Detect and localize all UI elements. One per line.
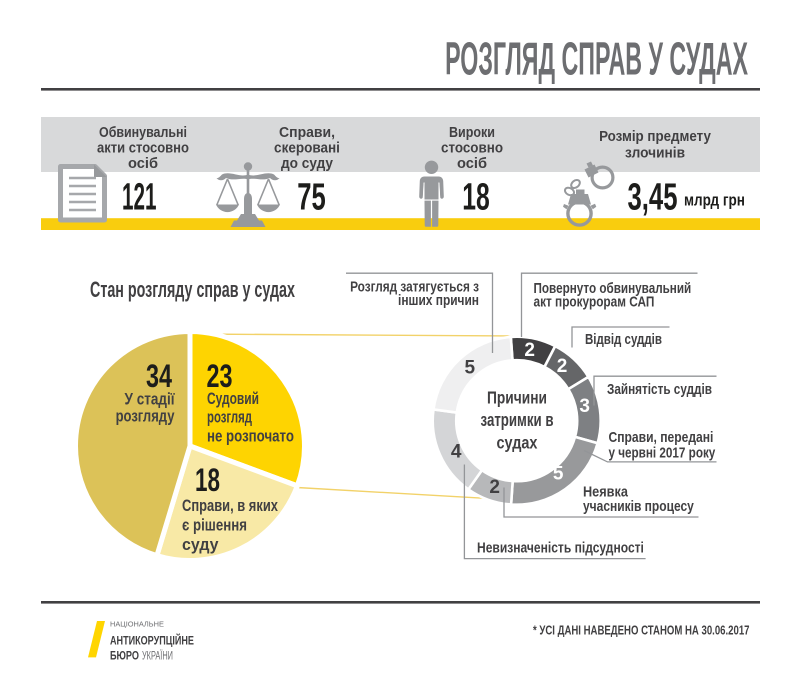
svg-text:акти стосовно: акти стосовно bbox=[97, 139, 189, 156]
svg-text:акт прокурорам САП: акт прокурорам САП bbox=[534, 293, 655, 309]
svg-text:є рішення: є рішення bbox=[182, 516, 247, 535]
svg-text:34: 34 bbox=[146, 358, 172, 393]
svg-text:5: 5 bbox=[465, 358, 476, 379]
svg-text:скеровані: скеровані bbox=[274, 140, 340, 157]
svg-text:Судовий: Судовий bbox=[207, 390, 259, 409]
svg-text:млрд грн: млрд грн bbox=[684, 191, 745, 210]
svg-text:Зайнятість суддів: Зайнятість суддів bbox=[607, 381, 712, 397]
svg-text:інших причин: інших причин bbox=[398, 292, 479, 308]
svg-text:Невизначеність підсудності: Невизначеність підсудності bbox=[477, 539, 644, 555]
svg-text:осіб: осіб bbox=[128, 156, 158, 172]
svg-text:у червні 2017 року: у червні 2017 року bbox=[609, 444, 716, 461]
svg-text:Розмір предмету: Розмір предмету bbox=[599, 128, 711, 145]
svg-text:Неявка: Неявка bbox=[583, 484, 628, 500]
svg-text:Справи, в яких: Справи, в яких bbox=[182, 496, 278, 515]
svg-text:121: 121 bbox=[122, 176, 156, 218]
svg-text:Стан розгляду справ у судах: Стан розгляду справ у судах bbox=[90, 277, 295, 302]
svg-text:розгляду: розгляду bbox=[116, 407, 175, 426]
svg-text:РОЗГЛЯД СПРАВ У СУДАХ: РОЗГЛЯД СПРАВ У СУДАХ bbox=[445, 33, 748, 85]
svg-text:Справи, передані: Справи, передані bbox=[609, 429, 714, 445]
svg-text:2: 2 bbox=[524, 340, 535, 361]
svg-text:судах: судах bbox=[497, 433, 538, 453]
svg-text:Справи,: Справи, bbox=[279, 125, 335, 142]
svg-text:не розпочато: не розпочато bbox=[207, 427, 294, 446]
svg-text:суду: суду bbox=[182, 536, 219, 555]
svg-text:АНТИКОРУПЦІЙНЕ: АНТИКОРУПЦІЙНЕ bbox=[110, 633, 194, 648]
svg-text:осіб: осіб bbox=[457, 156, 487, 172]
svg-text:злочинів: злочинів bbox=[625, 145, 685, 162]
svg-text:4: 4 bbox=[451, 442, 462, 463]
svg-text:Обвинувальні: Обвинувальні bbox=[99, 124, 187, 140]
svg-text:розгляд: розгляд bbox=[207, 408, 252, 427]
svg-text:3,45: 3,45 bbox=[628, 176, 678, 218]
svg-text:У стадії: У стадії bbox=[125, 390, 176, 409]
svg-text:стосовно: стосовно bbox=[441, 140, 503, 157]
svg-text:Розгляд затягується з: Розгляд затягується з bbox=[350, 278, 479, 294]
svg-text:18: 18 bbox=[462, 175, 489, 218]
svg-text:Повернуто обвинувальний: Повернуто обвинувальний bbox=[534, 280, 692, 297]
svg-text:18: 18 bbox=[195, 462, 220, 498]
svg-text:НАЦІОНАЛЬНЕ: НАЦІОНАЛЬНЕ bbox=[110, 620, 164, 629]
svg-text:23: 23 bbox=[206, 358, 232, 393]
svg-text:* УСІ ДАНІ НАВЕДЕНО СТАНОМ НА: * УСІ ДАНІ НАВЕДЕНО СТАНОМ НА 30.06.2017 bbox=[533, 624, 750, 637]
svg-text:75: 75 bbox=[297, 175, 325, 217]
svg-text:до суду: до суду bbox=[281, 155, 333, 172]
svg-text:Відвід суддів: Відвід суддів bbox=[585, 331, 662, 348]
svg-text:3: 3 bbox=[579, 396, 590, 417]
svg-text:2: 2 bbox=[489, 477, 500, 498]
svg-text:5: 5 bbox=[553, 464, 564, 485]
svg-text:2: 2 bbox=[557, 356, 568, 377]
svg-text:БЮРО: БЮРО bbox=[110, 649, 139, 663]
svg-text:учасників процесу: учасників процесу bbox=[583, 498, 694, 514]
svg-text:Причини: Причини bbox=[487, 388, 547, 408]
svg-text:Вироки: Вироки bbox=[449, 123, 495, 140]
svg-text:УКРАЇНИ: УКРАЇНИ bbox=[142, 650, 173, 663]
svg-text:затримки в: затримки в bbox=[481, 411, 554, 430]
